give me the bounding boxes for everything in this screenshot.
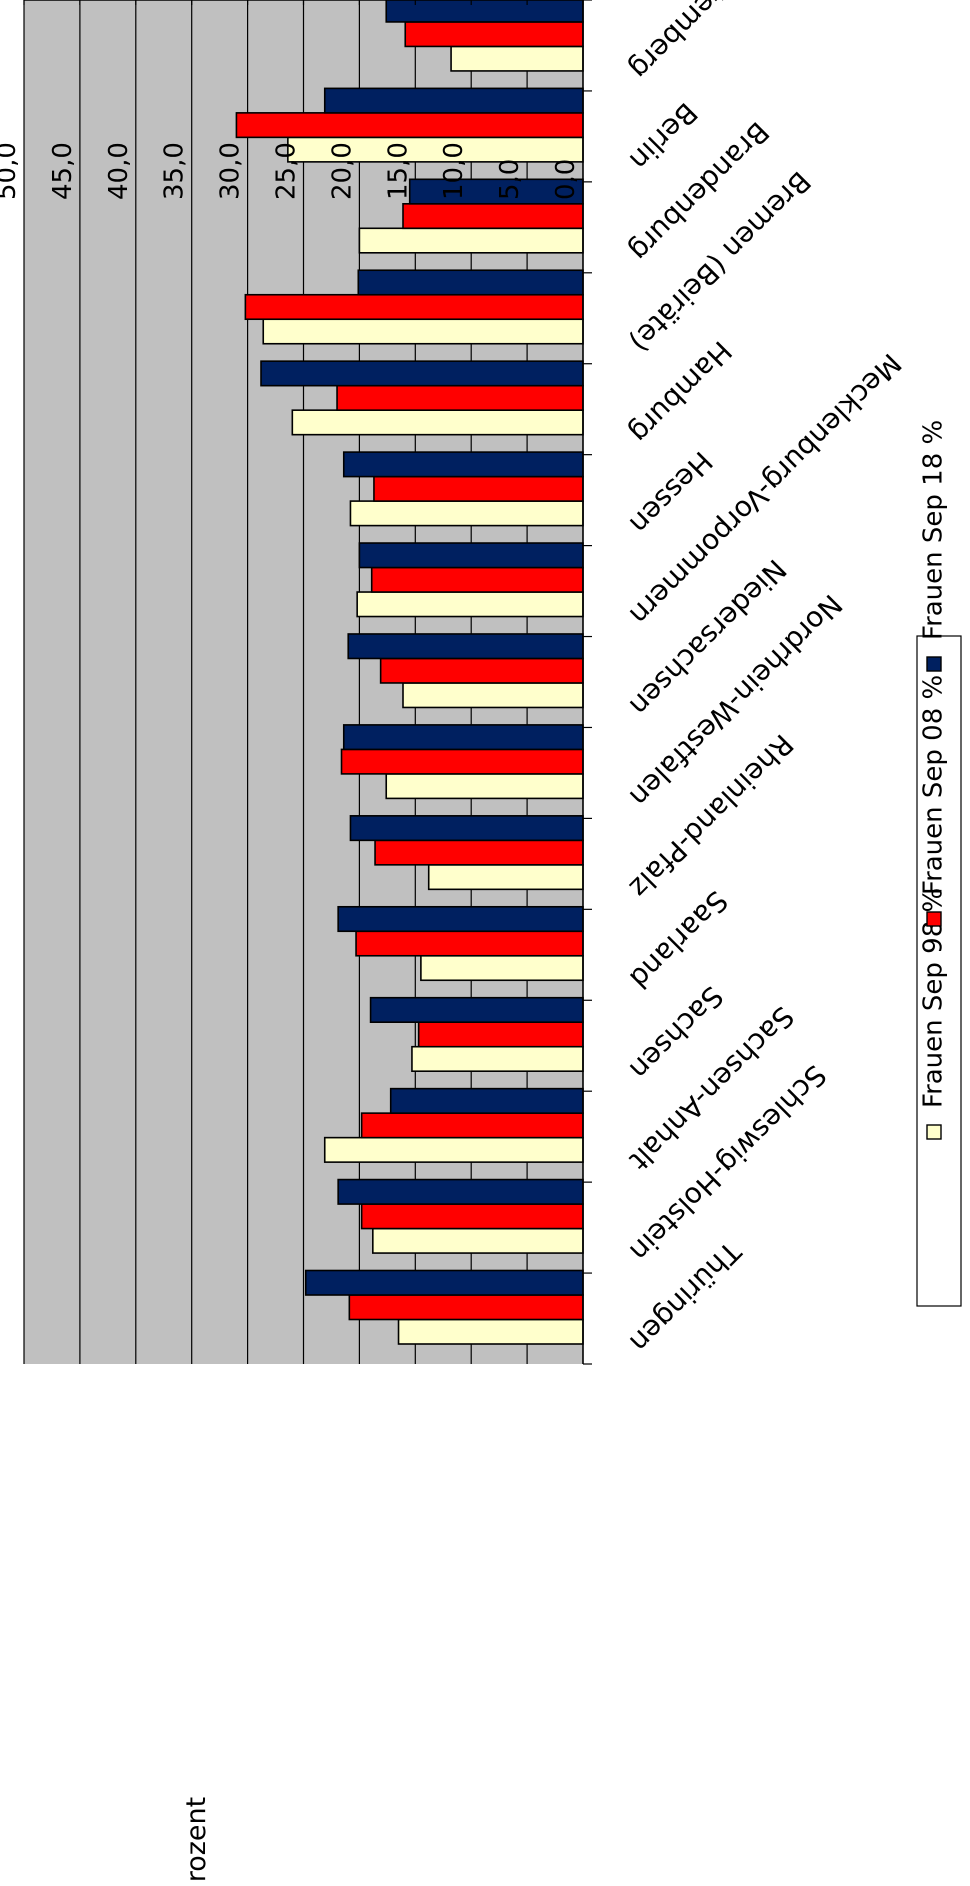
category-label: Hessen xyxy=(623,445,719,541)
value-tick-label: 25,0 xyxy=(272,142,302,200)
bar xyxy=(342,451,584,478)
bar xyxy=(337,905,584,933)
bar xyxy=(427,864,584,891)
category-label: Baden-Württemberg xyxy=(623,0,847,86)
bar xyxy=(262,318,584,345)
bar xyxy=(347,633,584,660)
bar xyxy=(287,136,584,163)
bar xyxy=(348,1294,584,1321)
value-tick-label: 15,0 xyxy=(383,142,413,200)
bars xyxy=(235,0,584,1345)
value-tick-label: 45,0 xyxy=(48,142,78,200)
bar xyxy=(244,293,584,321)
value-tick-label: 0,0 xyxy=(551,159,581,200)
category-label: Rheinland-Pfalz xyxy=(623,728,800,905)
bar xyxy=(358,542,584,569)
bar xyxy=(389,1087,584,1114)
category-labels: Baden-WürttembergBerlinBrandenburgBremen… xyxy=(623,0,908,1359)
bar xyxy=(370,566,584,593)
bar xyxy=(235,112,584,139)
value-tick-label: 50,0 xyxy=(0,142,22,200)
bar xyxy=(291,409,584,436)
bar xyxy=(411,1045,584,1073)
tick-labels: 0,0 5,0 10,0 15,0 20,0 25,0 30,0 35,0 40,0 45,0 50… xyxy=(0,142,581,200)
bar xyxy=(417,1021,584,1048)
value-tick-label: 40,0 xyxy=(104,142,134,200)
legend-label: Frauen Sep 08 % xyxy=(919,675,949,895)
category-label: Berlin xyxy=(623,96,704,177)
bar xyxy=(397,1318,584,1345)
value-tick-label: 20,0 xyxy=(327,142,357,200)
bar xyxy=(356,591,584,618)
bar xyxy=(404,21,584,48)
category-label: Saarland xyxy=(623,884,734,995)
legend-swatch xyxy=(926,1124,942,1140)
bar xyxy=(304,1269,584,1296)
value-tick-label: 35,0 xyxy=(160,142,190,200)
bar xyxy=(402,203,584,230)
bar xyxy=(420,954,584,982)
bar xyxy=(349,500,584,527)
y-axis-label: in Prozent xyxy=(181,1797,212,1881)
bar xyxy=(260,360,584,387)
category-label: Sachsen-Anhalt xyxy=(623,1000,800,1177)
bar xyxy=(450,45,584,72)
bar xyxy=(323,1136,584,1163)
category-label: Niedersachsen xyxy=(623,553,793,723)
value-tick-label: 10,0 xyxy=(439,142,469,200)
bar xyxy=(373,475,584,502)
bar xyxy=(369,996,584,1024)
bar xyxy=(355,930,584,957)
bar xyxy=(374,839,584,866)
bar xyxy=(336,384,584,411)
bar xyxy=(360,1112,584,1139)
legend: Frauen Sep 98 %Frauen Sep 08 %Frauen Sep… xyxy=(916,420,962,1307)
value-tick-label: 30,0 xyxy=(216,142,246,200)
bar xyxy=(340,748,584,775)
legend-label: Frauen Sep 18 % xyxy=(919,420,949,640)
bar xyxy=(358,227,584,254)
bar xyxy=(337,1178,584,1205)
legend-box xyxy=(916,635,962,1307)
legend-swatch xyxy=(926,656,942,672)
legend-swatch xyxy=(926,911,942,927)
value-tick-label: 5,0 xyxy=(495,159,525,200)
bar xyxy=(385,773,584,800)
bar xyxy=(372,1227,584,1254)
bar xyxy=(342,724,584,751)
bar xyxy=(379,657,584,684)
axes xyxy=(23,0,592,1365)
bar xyxy=(360,1203,584,1230)
bar xyxy=(349,815,584,842)
bar xyxy=(402,682,584,709)
bar xyxy=(357,269,584,296)
bar xyxy=(323,87,584,114)
bar xyxy=(408,178,584,205)
